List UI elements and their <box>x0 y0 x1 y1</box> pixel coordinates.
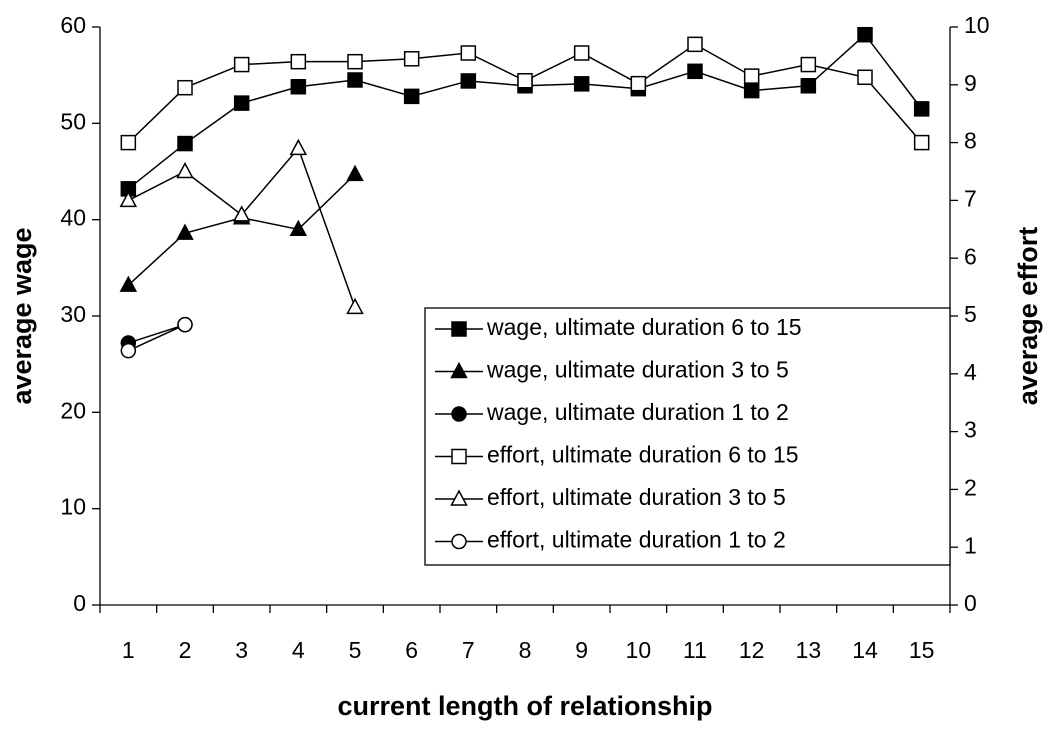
y2-axis-title: average effort <box>1013 227 1043 406</box>
marker <box>289 138 308 156</box>
marker <box>800 56 817 73</box>
y-tick-label: 40 <box>60 205 86 231</box>
marker <box>857 69 873 86</box>
x-tick-label: 6 <box>405 637 418 663</box>
marker <box>290 53 307 70</box>
marker <box>460 45 477 61</box>
x-tick-label: 3 <box>235 637 248 663</box>
x-tick-label: 4 <box>292 637 305 663</box>
marker <box>451 406 467 422</box>
marker <box>450 361 468 379</box>
y2-tick-label: 0 <box>964 590 977 616</box>
x-axis-title: current length of relationship <box>337 691 712 721</box>
legend-box <box>424 307 951 566</box>
marker <box>347 53 363 70</box>
marker <box>573 76 590 92</box>
legend-label: wage, ultimate duration 1 to 2 <box>486 399 789 425</box>
y2-tick-label: 10 <box>964 12 990 38</box>
y-tick-label: 0 <box>73 590 86 616</box>
marker <box>177 316 193 333</box>
x-tick-label: 5 <box>349 637 362 663</box>
x-tick-label: 8 <box>519 637 532 663</box>
marker <box>176 223 194 240</box>
x-tick-label: 9 <box>575 637 588 663</box>
legend-label: effort, ultimate duration 1 to 2 <box>487 527 786 553</box>
marker <box>233 95 250 111</box>
marker <box>913 101 930 117</box>
y2-tick-label: 1 <box>964 532 977 558</box>
y-tick-label: 30 <box>60 301 86 327</box>
legend-label: wage, ultimate duration 3 to 5 <box>486 357 789 383</box>
series-line <box>128 323 186 352</box>
marker <box>346 164 364 182</box>
y-tick-label: 60 <box>60 12 86 38</box>
marker <box>232 205 251 222</box>
y-tick-label: 10 <box>60 494 86 520</box>
marker <box>800 78 817 94</box>
legend-label: effort, ultimate duration 3 to 5 <box>487 484 786 510</box>
marker <box>517 73 533 89</box>
marker <box>743 68 760 84</box>
marker <box>346 297 364 315</box>
y-tick-label: 50 <box>60 108 86 134</box>
x-tick-label: 11 <box>683 637 707 663</box>
y2-tick-label: 6 <box>964 243 977 269</box>
marker <box>347 72 363 88</box>
legend-label: wage, ultimate duration 6 to 15 <box>486 314 802 340</box>
x-tick-label: 12 <box>739 637 765 663</box>
marker <box>119 190 138 208</box>
marker <box>451 533 467 550</box>
marker <box>743 82 760 99</box>
marker <box>913 134 930 151</box>
y2-tick-label: 5 <box>964 301 977 327</box>
y-axis-title: average wage <box>7 227 37 404</box>
marker <box>119 275 138 292</box>
marker <box>290 78 307 95</box>
y2-tick-label: 2 <box>964 474 977 500</box>
series <box>120 26 930 197</box>
y2-tick-label: 3 <box>964 417 977 443</box>
x-tick-label: 13 <box>796 637 822 663</box>
marker <box>177 79 193 96</box>
marker <box>120 134 137 151</box>
y-tick-label: 20 <box>60 397 86 423</box>
marker <box>451 321 467 337</box>
series <box>120 316 193 359</box>
x-tick-label: 15 <box>909 637 935 663</box>
x-tick-label: 14 <box>852 637 878 663</box>
marker <box>460 73 477 89</box>
series-line <box>127 146 356 308</box>
series <box>120 36 930 151</box>
marker <box>451 448 467 465</box>
marker <box>573 45 590 61</box>
marker <box>687 36 703 53</box>
y2-tick-label: 9 <box>964 70 977 96</box>
legend-label: effort, ultimate duration 6 to 15 <box>487 442 799 468</box>
marker <box>177 135 193 152</box>
marker <box>289 219 308 237</box>
marker <box>450 489 468 506</box>
x-tick-label: 7 <box>462 637 475 663</box>
x-tick-label: 2 <box>179 637 192 663</box>
y2-tick-label: 4 <box>964 359 977 385</box>
marker <box>687 63 703 80</box>
marker <box>176 161 194 179</box>
marker <box>403 88 420 105</box>
marker <box>120 342 137 359</box>
x-tick-label: 1 <box>122 637 135 663</box>
y2-tick-label: 8 <box>964 128 977 154</box>
y2-tick-label: 7 <box>964 185 977 211</box>
series <box>119 138 364 315</box>
x-tick-label: 10 <box>626 637 652 663</box>
series-line <box>128 323 186 344</box>
marker <box>403 51 420 67</box>
marker <box>233 56 250 73</box>
series-line <box>127 173 356 286</box>
marker <box>630 75 647 92</box>
marker <box>857 26 873 43</box>
legend: wage, ultimate duration 6 to 15 wage, ult… <box>424 307 951 566</box>
